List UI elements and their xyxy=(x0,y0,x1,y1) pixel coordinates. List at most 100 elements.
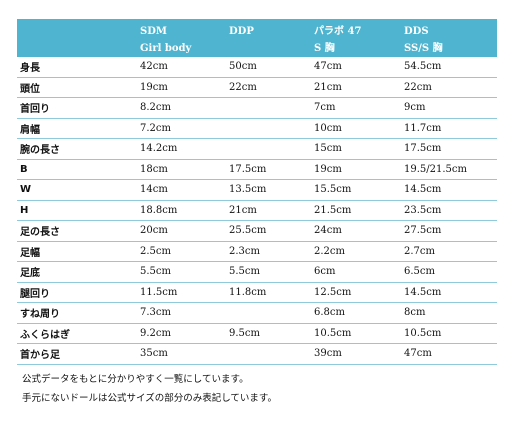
table-cell: 6cm xyxy=(310,261,400,283)
table-cell: 18cm xyxy=(136,159,225,180)
header-measurement xyxy=(17,19,136,57)
table-cell: 5.5cm xyxy=(136,261,225,283)
doll-size-table: SDM Girl body DDP パラボ 47 S 胸 DDS SS/S 胸 身長 4… xyxy=(17,19,497,365)
row-label: 首回り xyxy=(17,97,136,119)
table-cell: 6.8cm xyxy=(310,302,400,324)
row-label: B xyxy=(17,159,136,180)
row-label: ふくらはぎ xyxy=(17,323,136,344)
row-label: 足幅 xyxy=(17,241,136,262)
table-row: 足の長さ 20cm 25.5cm 24cm 27.5cm xyxy=(17,220,497,242)
table-cell: 10.5cm xyxy=(400,323,497,344)
table-cell: 21cm xyxy=(225,200,310,221)
table-cell: 5.5cm xyxy=(225,261,310,283)
table-cell: 47cm xyxy=(310,57,400,78)
table-cell: 14cm xyxy=(136,179,225,201)
table-cell: 27.5cm xyxy=(400,220,497,242)
table-row: 腕の長さ 14.2cm 15cm 17.5cm xyxy=(17,138,497,160)
table-cell: 42cm xyxy=(136,57,225,78)
table-body: 身長 42cm 50cm 47cm 54.5cm 頭位 19cm 22cm 21cm 22cm 首回… xyxy=(17,57,497,365)
table-row: 腿回り 11.5cm 11.8cm 12.5cm 14.5cm xyxy=(17,282,497,303)
table-cell: 47cm xyxy=(400,343,497,365)
table-cell: 39cm xyxy=(310,343,400,365)
table-cell: 50cm xyxy=(225,57,310,78)
table-cell: 17.5cm xyxy=(225,159,310,180)
row-label: 頭位 xyxy=(17,77,136,98)
table-cell: 22cm xyxy=(225,77,310,98)
table-cell xyxy=(225,138,310,160)
row-label: 腿回り xyxy=(17,282,136,303)
table-cell: 7.2cm xyxy=(136,118,225,139)
table-cell: 35cm xyxy=(136,343,225,365)
table-row: 首回り 8.2cm 7cm 9cm xyxy=(17,97,497,119)
table-row: 肩幅 7.2cm 10cm 11.7cm xyxy=(17,118,497,139)
table-row: 身長 42cm 50cm 47cm 54.5cm xyxy=(17,57,497,78)
row-label: 腕の長さ xyxy=(17,138,136,160)
table-cell: 8.2cm xyxy=(136,97,225,119)
table-cell: 15.5cm xyxy=(310,179,400,201)
row-label: 肩幅 xyxy=(17,118,136,139)
table-cell: 11.7cm xyxy=(400,118,497,139)
table-cell xyxy=(225,97,310,119)
row-label: 足底 xyxy=(17,261,136,283)
table-row: 首から足 35cm 39cm 47cm xyxy=(17,343,497,365)
table-cell: 21cm xyxy=(310,77,400,98)
table-row: 足幅 2.5cm 2.3cm 2.2cm 2.7cm xyxy=(17,241,497,262)
table-cell: 2.2cm xyxy=(310,241,400,262)
table-row: H 18.8cm 21cm 21.5cm 23.5cm xyxy=(17,200,497,221)
row-label: 首から足 xyxy=(17,343,136,365)
table-row: B 18cm 17.5cm 19cm 19.5/21.5cm xyxy=(17,159,497,180)
notes: 公式データをもとに分かりやすく一覧にしています。 手元にないドールは公式サイズの… xyxy=(22,370,277,408)
table-row: すね周り 7.3cm 6.8cm 8cm xyxy=(17,302,497,324)
row-label: 身長 xyxy=(17,57,136,78)
table-cell: 9cm xyxy=(400,97,497,119)
table-cell xyxy=(225,118,310,139)
table-cell: 22cm xyxy=(400,77,497,98)
table-cell: 14.5cm xyxy=(400,179,497,201)
table-cell: 11.5cm xyxy=(136,282,225,303)
row-label: H xyxy=(17,200,136,221)
table-cell: 10.5cm xyxy=(310,323,400,344)
header-sdm: SDM Girl body xyxy=(136,19,225,57)
table-cell: 18.8cm xyxy=(136,200,225,221)
table-cell: 20cm xyxy=(136,220,225,242)
table-cell: 9.5cm xyxy=(225,323,310,344)
table-cell: 19cm xyxy=(136,77,225,98)
table-cell: 2.5cm xyxy=(136,241,225,262)
table-cell: 54.5cm xyxy=(400,57,497,78)
table-cell: 7.3cm xyxy=(136,302,225,324)
table-row: 頭位 19cm 22cm 21cm 22cm xyxy=(17,77,497,98)
table-cell: 21.5cm xyxy=(310,200,400,221)
table-cell: 9.2cm xyxy=(136,323,225,344)
table-cell: 13.5cm xyxy=(225,179,310,201)
table-header-row: SDM Girl body DDP パラボ 47 S 胸 DDS SS/S 胸 xyxy=(17,19,497,57)
note-missing-dolls: 手元にないドールは公式サイズの部分のみ表記しています。 xyxy=(22,393,277,404)
table-cell: 25.5cm xyxy=(225,220,310,242)
table-cell: 7cm xyxy=(310,97,400,119)
note-official-data: 公式データをもとに分かりやすく一覧にしています。 xyxy=(22,374,249,385)
table-cell: 24cm xyxy=(310,220,400,242)
row-label: 足の長さ xyxy=(17,220,136,242)
table-cell: 19cm xyxy=(310,159,400,180)
table-cell: 14.2cm xyxy=(136,138,225,160)
table-row: ふくらはぎ 9.2cm 9.5cm 10.5cm 10.5cm xyxy=(17,323,497,344)
table-cell: 6.5cm xyxy=(400,261,497,283)
header-dds: DDS SS/S 胸 xyxy=(400,19,497,57)
table-cell xyxy=(225,343,310,365)
header-ddp: DDP xyxy=(225,19,310,57)
size-comparison-table-container: SDM Girl body DDP パラボ 47 S 胸 DDS SS/S 胸 身長 4… xyxy=(17,19,497,365)
table-cell: 12.5cm xyxy=(310,282,400,303)
table-cell: 11.8cm xyxy=(225,282,310,303)
table-cell: 10cm xyxy=(310,118,400,139)
table-cell: 2.7cm xyxy=(400,241,497,262)
row-label: すね周り xyxy=(17,302,136,324)
table-cell xyxy=(225,302,310,324)
header-parabo: パラボ 47 S 胸 xyxy=(310,19,400,57)
table-cell: 15cm xyxy=(310,138,400,160)
table-row: W 14cm 13.5cm 15.5cm 14.5cm xyxy=(17,179,497,201)
table-cell: 2.3cm xyxy=(225,241,310,262)
table-cell: 19.5/21.5cm xyxy=(400,159,497,180)
row-label: W xyxy=(17,179,136,201)
table-cell: 17.5cm xyxy=(400,138,497,160)
table-cell: 14.5cm xyxy=(400,282,497,303)
table-row: 足底 5.5cm 5.5cm 6cm 6.5cm xyxy=(17,261,497,283)
